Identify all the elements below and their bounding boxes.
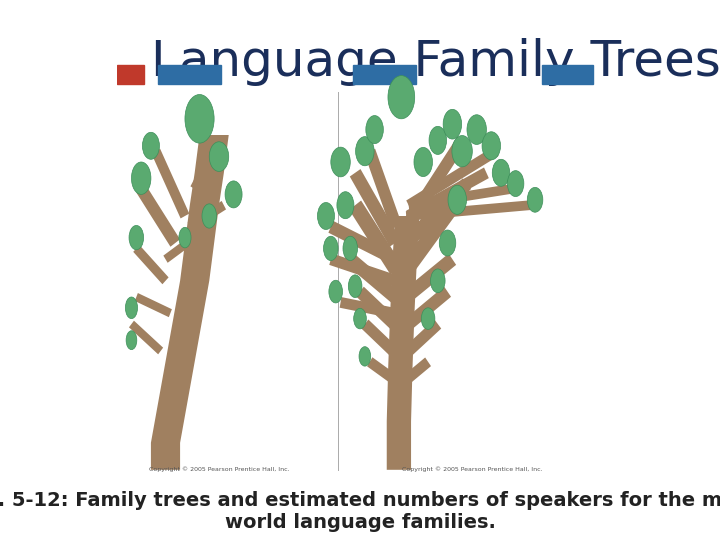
- Polygon shape: [402, 178, 471, 248]
- Polygon shape: [405, 286, 451, 329]
- Ellipse shape: [329, 280, 343, 303]
- Ellipse shape: [126, 330, 137, 350]
- Ellipse shape: [354, 308, 366, 329]
- Ellipse shape: [439, 230, 456, 256]
- Ellipse shape: [359, 347, 371, 366]
- Polygon shape: [402, 137, 467, 231]
- Text: Language Family Trees: Language Family Trees: [151, 38, 720, 86]
- Ellipse shape: [143, 132, 159, 159]
- Ellipse shape: [448, 185, 467, 214]
- Polygon shape: [136, 185, 180, 247]
- Polygon shape: [387, 216, 419, 470]
- Polygon shape: [151, 149, 189, 218]
- Polygon shape: [361, 320, 397, 355]
- Ellipse shape: [443, 109, 462, 139]
- Polygon shape: [328, 221, 397, 265]
- Ellipse shape: [366, 116, 383, 144]
- Ellipse shape: [467, 115, 487, 145]
- Ellipse shape: [356, 137, 374, 166]
- Polygon shape: [191, 148, 218, 192]
- Polygon shape: [135, 293, 172, 317]
- Ellipse shape: [482, 132, 500, 160]
- Ellipse shape: [125, 297, 138, 319]
- Polygon shape: [329, 253, 397, 287]
- Ellipse shape: [330, 147, 350, 177]
- Polygon shape: [406, 146, 498, 210]
- Polygon shape: [364, 149, 402, 229]
- Polygon shape: [405, 320, 441, 355]
- Ellipse shape: [318, 202, 335, 230]
- Ellipse shape: [508, 171, 524, 197]
- Ellipse shape: [429, 126, 446, 154]
- Ellipse shape: [225, 181, 242, 208]
- Ellipse shape: [179, 227, 191, 248]
- Polygon shape: [356, 287, 398, 329]
- Text: world language families.: world language families.: [225, 513, 495, 532]
- Text: Copyright © 2005 Pearson Prentice Hall, Inc.: Copyright © 2005 Pearson Prentice Hall, …: [402, 467, 542, 472]
- Ellipse shape: [492, 159, 510, 186]
- Ellipse shape: [343, 237, 358, 260]
- Polygon shape: [133, 245, 168, 284]
- Bar: [158, 65, 222, 84]
- Polygon shape: [151, 135, 229, 470]
- Ellipse shape: [388, 76, 415, 119]
- Ellipse shape: [132, 162, 151, 194]
- Ellipse shape: [348, 275, 362, 298]
- Bar: [353, 65, 416, 84]
- Text: Copyright © 2005 Pearson Prentice Hall, Inc.: Copyright © 2005 Pearson Prentice Hall, …: [148, 467, 289, 472]
- Bar: [117, 65, 143, 84]
- Polygon shape: [340, 297, 395, 319]
- Ellipse shape: [210, 141, 229, 172]
- Text: Fig. 5-12: Family trees and estimated numbers of speakers for the main: Fig. 5-12: Family trees and estimated nu…: [0, 491, 720, 510]
- Ellipse shape: [323, 237, 338, 260]
- Polygon shape: [188, 201, 226, 231]
- Bar: [542, 65, 593, 84]
- Polygon shape: [350, 169, 400, 247]
- Polygon shape: [163, 234, 197, 263]
- Polygon shape: [129, 321, 163, 354]
- Polygon shape: [367, 357, 395, 382]
- Polygon shape: [405, 357, 431, 382]
- Polygon shape: [406, 167, 489, 221]
- Polygon shape: [349, 200, 402, 275]
- Ellipse shape: [452, 136, 472, 167]
- Polygon shape: [408, 184, 511, 210]
- Polygon shape: [402, 254, 456, 302]
- Ellipse shape: [431, 269, 445, 293]
- Polygon shape: [346, 254, 399, 302]
- Ellipse shape: [202, 204, 217, 228]
- Polygon shape: [400, 195, 463, 275]
- Ellipse shape: [527, 187, 543, 212]
- Ellipse shape: [185, 94, 214, 143]
- Ellipse shape: [337, 192, 354, 219]
- Ellipse shape: [129, 226, 143, 249]
- Ellipse shape: [414, 147, 433, 177]
- Ellipse shape: [421, 308, 435, 329]
- Polygon shape: [406, 200, 531, 221]
